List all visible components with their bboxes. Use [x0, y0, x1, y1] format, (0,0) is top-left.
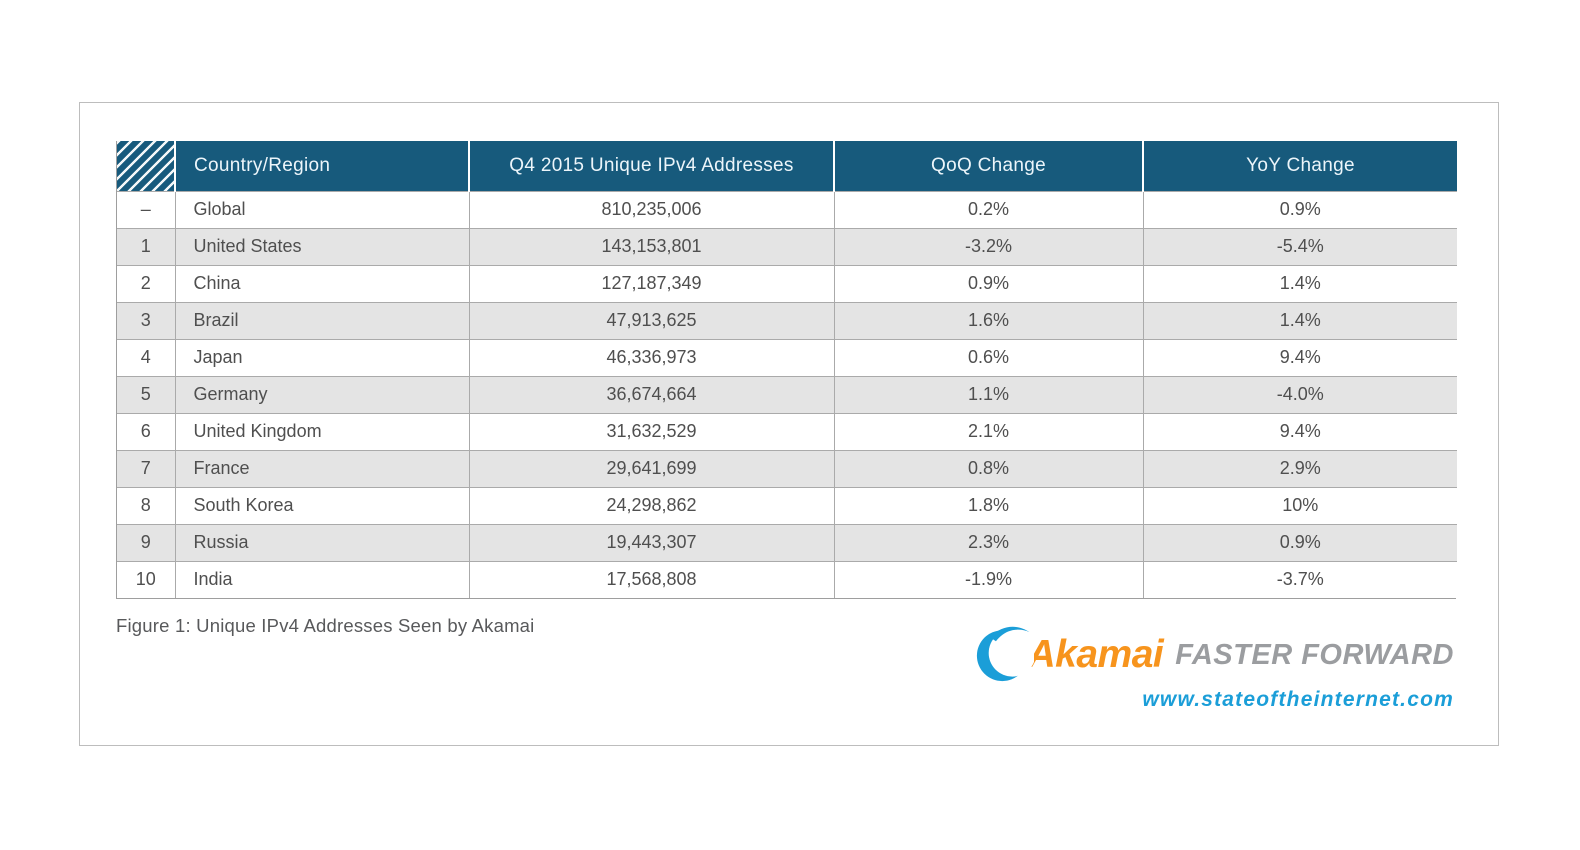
column-header-country: Country/Region — [174, 141, 469, 191]
table-row: 7 France 29,641,699 0.8% 2.9% — [117, 449, 1457, 487]
addresses-cell: 127,187,349 — [468, 264, 834, 302]
table-body: – Global 810,235,006 0.2% 0.9% 1 United States… — [117, 190, 1457, 598]
table-row: 3 Brazil 47,913,625 1.6% 1.4% — [117, 301, 1457, 339]
column-header-yoy: YoY Change — [1142, 141, 1457, 191]
yoy-cell: 1.4% — [1142, 264, 1457, 302]
table-row: 10 India 17,568,808 -1.9% -3.7% — [117, 560, 1457, 598]
country-cell: Brazil — [174, 301, 469, 339]
country-cell: India — [174, 560, 469, 598]
akamai-logo-block: Akamai FASTER FORWARD www.stateoftheinte… — [976, 625, 1455, 712]
rank-cell: 7 — [117, 449, 175, 487]
rank-cell: 6 — [117, 412, 175, 450]
addresses-cell: 36,674,664 — [468, 375, 834, 413]
akamai-tagline: FASTER FORWARD — [1175, 638, 1454, 671]
table-row: 9 Russia 19,443,307 2.3% 0.9% — [117, 523, 1457, 561]
table-row: 2 China 127,187,349 0.9% 1.4% — [117, 264, 1457, 302]
column-header-qoq: QoQ Change — [833, 141, 1143, 191]
qoq-cell: 0.9% — [833, 264, 1143, 302]
table-row: 4 Japan 46,336,973 0.6% 9.4% — [117, 338, 1457, 376]
qoq-cell: 1.6% — [833, 301, 1143, 339]
qoq-cell: 2.1% — [833, 412, 1143, 450]
table-row: 8 South Korea 24,298,862 1.8% 10% — [117, 486, 1457, 524]
addresses-cell: 29,641,699 — [468, 449, 834, 487]
yoy-cell: 9.4% — [1142, 338, 1457, 376]
country-cell: Russia — [174, 523, 469, 561]
country-cell: South Korea — [174, 486, 469, 524]
akamai-brand-name: Akamai — [1027, 633, 1164, 676]
yoy-cell: 9.4% — [1142, 412, 1457, 450]
state-of-the-internet-url: www.stateoftheinternet.com — [1142, 688, 1454, 711]
qoq-cell: 1.1% — [833, 375, 1143, 413]
qoq-cell: 0.2% — [833, 190, 1143, 228]
yoy-cell: 0.9% — [1142, 190, 1457, 228]
rank-cell: 1 — [117, 227, 175, 265]
addresses-cell: 46,336,973 — [468, 338, 834, 376]
qoq-cell: 0.8% — [833, 449, 1143, 487]
addresses-cell: 31,632,529 — [468, 412, 834, 450]
rank-cell: 5 — [117, 375, 175, 413]
rank-header-hatch-pattern — [117, 141, 175, 191]
qoq-cell: -1.9% — [833, 560, 1143, 598]
yoy-cell: -3.7% — [1142, 560, 1457, 598]
rank-cell: 3 — [117, 301, 175, 339]
rank-cell: 9 — [117, 523, 175, 561]
ipv4-addresses-table: Country/Region Q4 2015 Unique IPv4 Addre… — [117, 141, 1457, 598]
akamai-swoosh-icon — [976, 626, 1034, 682]
table-row: 5 Germany 36,674,664 1.1% -4.0% — [117, 375, 1457, 413]
qoq-cell: -3.2% — [833, 227, 1143, 265]
rank-cell: 10 — [117, 560, 175, 598]
qoq-cell: 1.8% — [833, 486, 1143, 524]
country-cell: Japan — [174, 338, 469, 376]
figure-caption: Figure 1: Unique IPv4 Addresses Seen by … — [116, 615, 535, 636]
column-header-addresses: Q4 2015 Unique IPv4 Addresses — [468, 141, 834, 191]
akamai-logo-row: Akamai FASTER FORWARD — [976, 625, 1455, 685]
yoy-cell: 0.9% — [1142, 523, 1457, 561]
addresses-cell: 810,235,006 — [468, 190, 834, 228]
ipv4-table-container: Country/Region Q4 2015 Unique IPv4 Addre… — [116, 141, 1457, 599]
addresses-cell: 47,913,625 — [468, 301, 834, 339]
country-cell: China — [174, 264, 469, 302]
rank-cell: 4 — [117, 338, 175, 376]
addresses-cell: 17,568,808 — [468, 560, 834, 598]
rank-cell: – — [117, 190, 175, 228]
figure-card: Country/Region Q4 2015 Unique IPv4 Addre… — [79, 102, 1499, 746]
addresses-cell: 24,298,862 — [468, 486, 834, 524]
country-cell: United Kingdom — [174, 412, 469, 450]
country-cell: Germany — [174, 375, 469, 413]
yoy-cell: 1.4% — [1142, 301, 1457, 339]
yoy-cell: -5.4% — [1142, 227, 1457, 265]
addresses-cell: 19,443,307 — [468, 523, 834, 561]
rank-cell: 8 — [117, 486, 175, 524]
yoy-cell: -4.0% — [1142, 375, 1457, 413]
yoy-cell: 2.9% — [1142, 449, 1457, 487]
yoy-cell: 10% — [1142, 486, 1457, 524]
country-cell: France — [174, 449, 469, 487]
qoq-cell: 0.6% — [833, 338, 1143, 376]
country-cell: United States — [174, 227, 469, 265]
qoq-cell: 2.3% — [833, 523, 1143, 561]
country-cell: Global — [174, 190, 469, 228]
table-header-row: Country/Region Q4 2015 Unique IPv4 Addre… — [117, 141, 1457, 191]
table-row: 6 United Kingdom 31,632,529 2.1% 9.4% — [117, 412, 1457, 450]
table-row: – Global 810,235,006 0.2% 0.9% — [117, 190, 1457, 228]
addresses-cell: 143,153,801 — [468, 227, 834, 265]
rank-cell: 2 — [117, 264, 175, 302]
table-row: 1 United States 143,153,801 -3.2% -5.4% — [117, 227, 1457, 265]
